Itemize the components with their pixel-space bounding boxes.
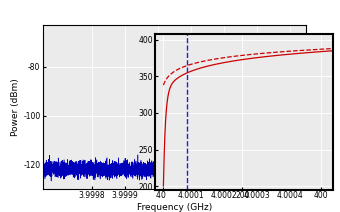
Y-axis label: Power (dBm): Power (dBm)	[11, 78, 20, 136]
X-axis label: Frequency (GHz): Frequency (GHz)	[137, 202, 212, 212]
